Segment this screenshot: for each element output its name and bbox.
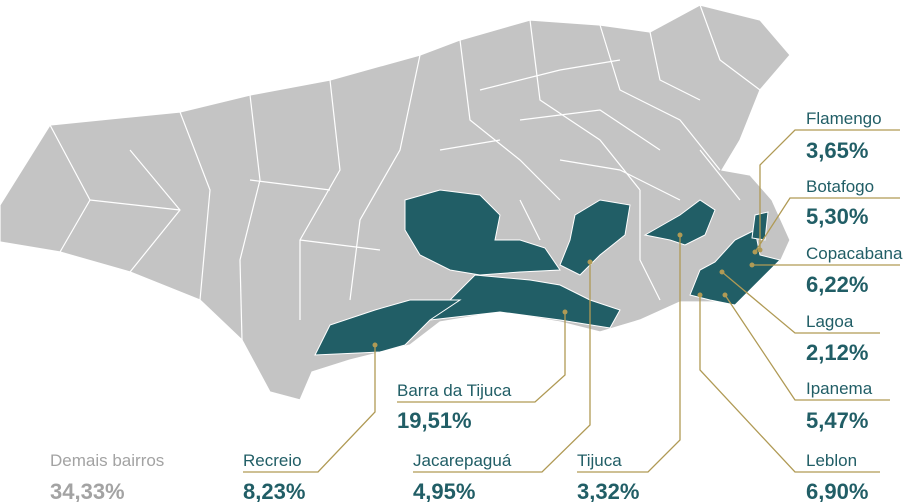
- dot: [752, 249, 758, 255]
- label-name: Recreio: [243, 451, 302, 470]
- region-barra: [428, 274, 621, 329]
- label-name: Barra da Tijuca: [397, 381, 512, 400]
- label-name: Flamengo: [806, 109, 882, 128]
- label-value: 5,30%: [806, 204, 868, 229]
- label-value: 34,33%: [50, 479, 125, 502]
- leader: [577, 235, 681, 473]
- label-value: 4,95%: [413, 479, 475, 502]
- label-value: 5,47%: [806, 408, 868, 433]
- dot: [722, 292, 728, 298]
- label-value: 8,23%: [243, 479, 305, 502]
- label-name: Tijuca: [577, 451, 622, 470]
- map: [0, 4, 791, 401]
- region-jacarepagua: [559, 199, 631, 276]
- leader: [243, 345, 376, 473]
- dot: [372, 342, 378, 348]
- leader: [721, 271, 880, 334]
- leader: [699, 295, 880, 473]
- label-name: Botafogo: [806, 177, 874, 196]
- dot: [749, 262, 755, 268]
- dot: [757, 247, 763, 253]
- leader: [413, 262, 591, 473]
- label-value: 2,12%: [806, 340, 868, 365]
- label-value: 3,65%: [806, 138, 868, 163]
- label-name: Ipanema: [806, 379, 873, 398]
- leader: [397, 312, 566, 403]
- borders: [49, 4, 761, 341]
- label-value: 3,32%: [577, 479, 639, 502]
- label-name: Lagoa: [806, 312, 854, 331]
- region-jacarepagua-west: [404, 189, 561, 276]
- leader: [724, 294, 890, 401]
- leader: [754, 197, 900, 253]
- leader: [759, 129, 900, 250]
- dot: [587, 259, 593, 265]
- label-value: 6,90%: [806, 479, 868, 502]
- dot: [677, 232, 683, 238]
- labels: Flamengo 3,65% Botafogo 5,30% Copacabana…: [50, 109, 903, 502]
- dot: [562, 309, 568, 315]
- dot: [719, 269, 725, 275]
- dot: [697, 292, 703, 298]
- label-value: 6,22%: [806, 272, 868, 297]
- region-recreio: [314, 299, 462, 356]
- label-value: 19,51%: [397, 408, 472, 433]
- label-name: Demais bairros: [50, 451, 164, 470]
- label-name: Jacarepaguá: [413, 451, 512, 470]
- label-name: Leblon: [806, 451, 857, 470]
- region-tijuca: [643, 199, 716, 246]
- leaders: [243, 129, 900, 473]
- label-name: Copacabana: [806, 244, 903, 263]
